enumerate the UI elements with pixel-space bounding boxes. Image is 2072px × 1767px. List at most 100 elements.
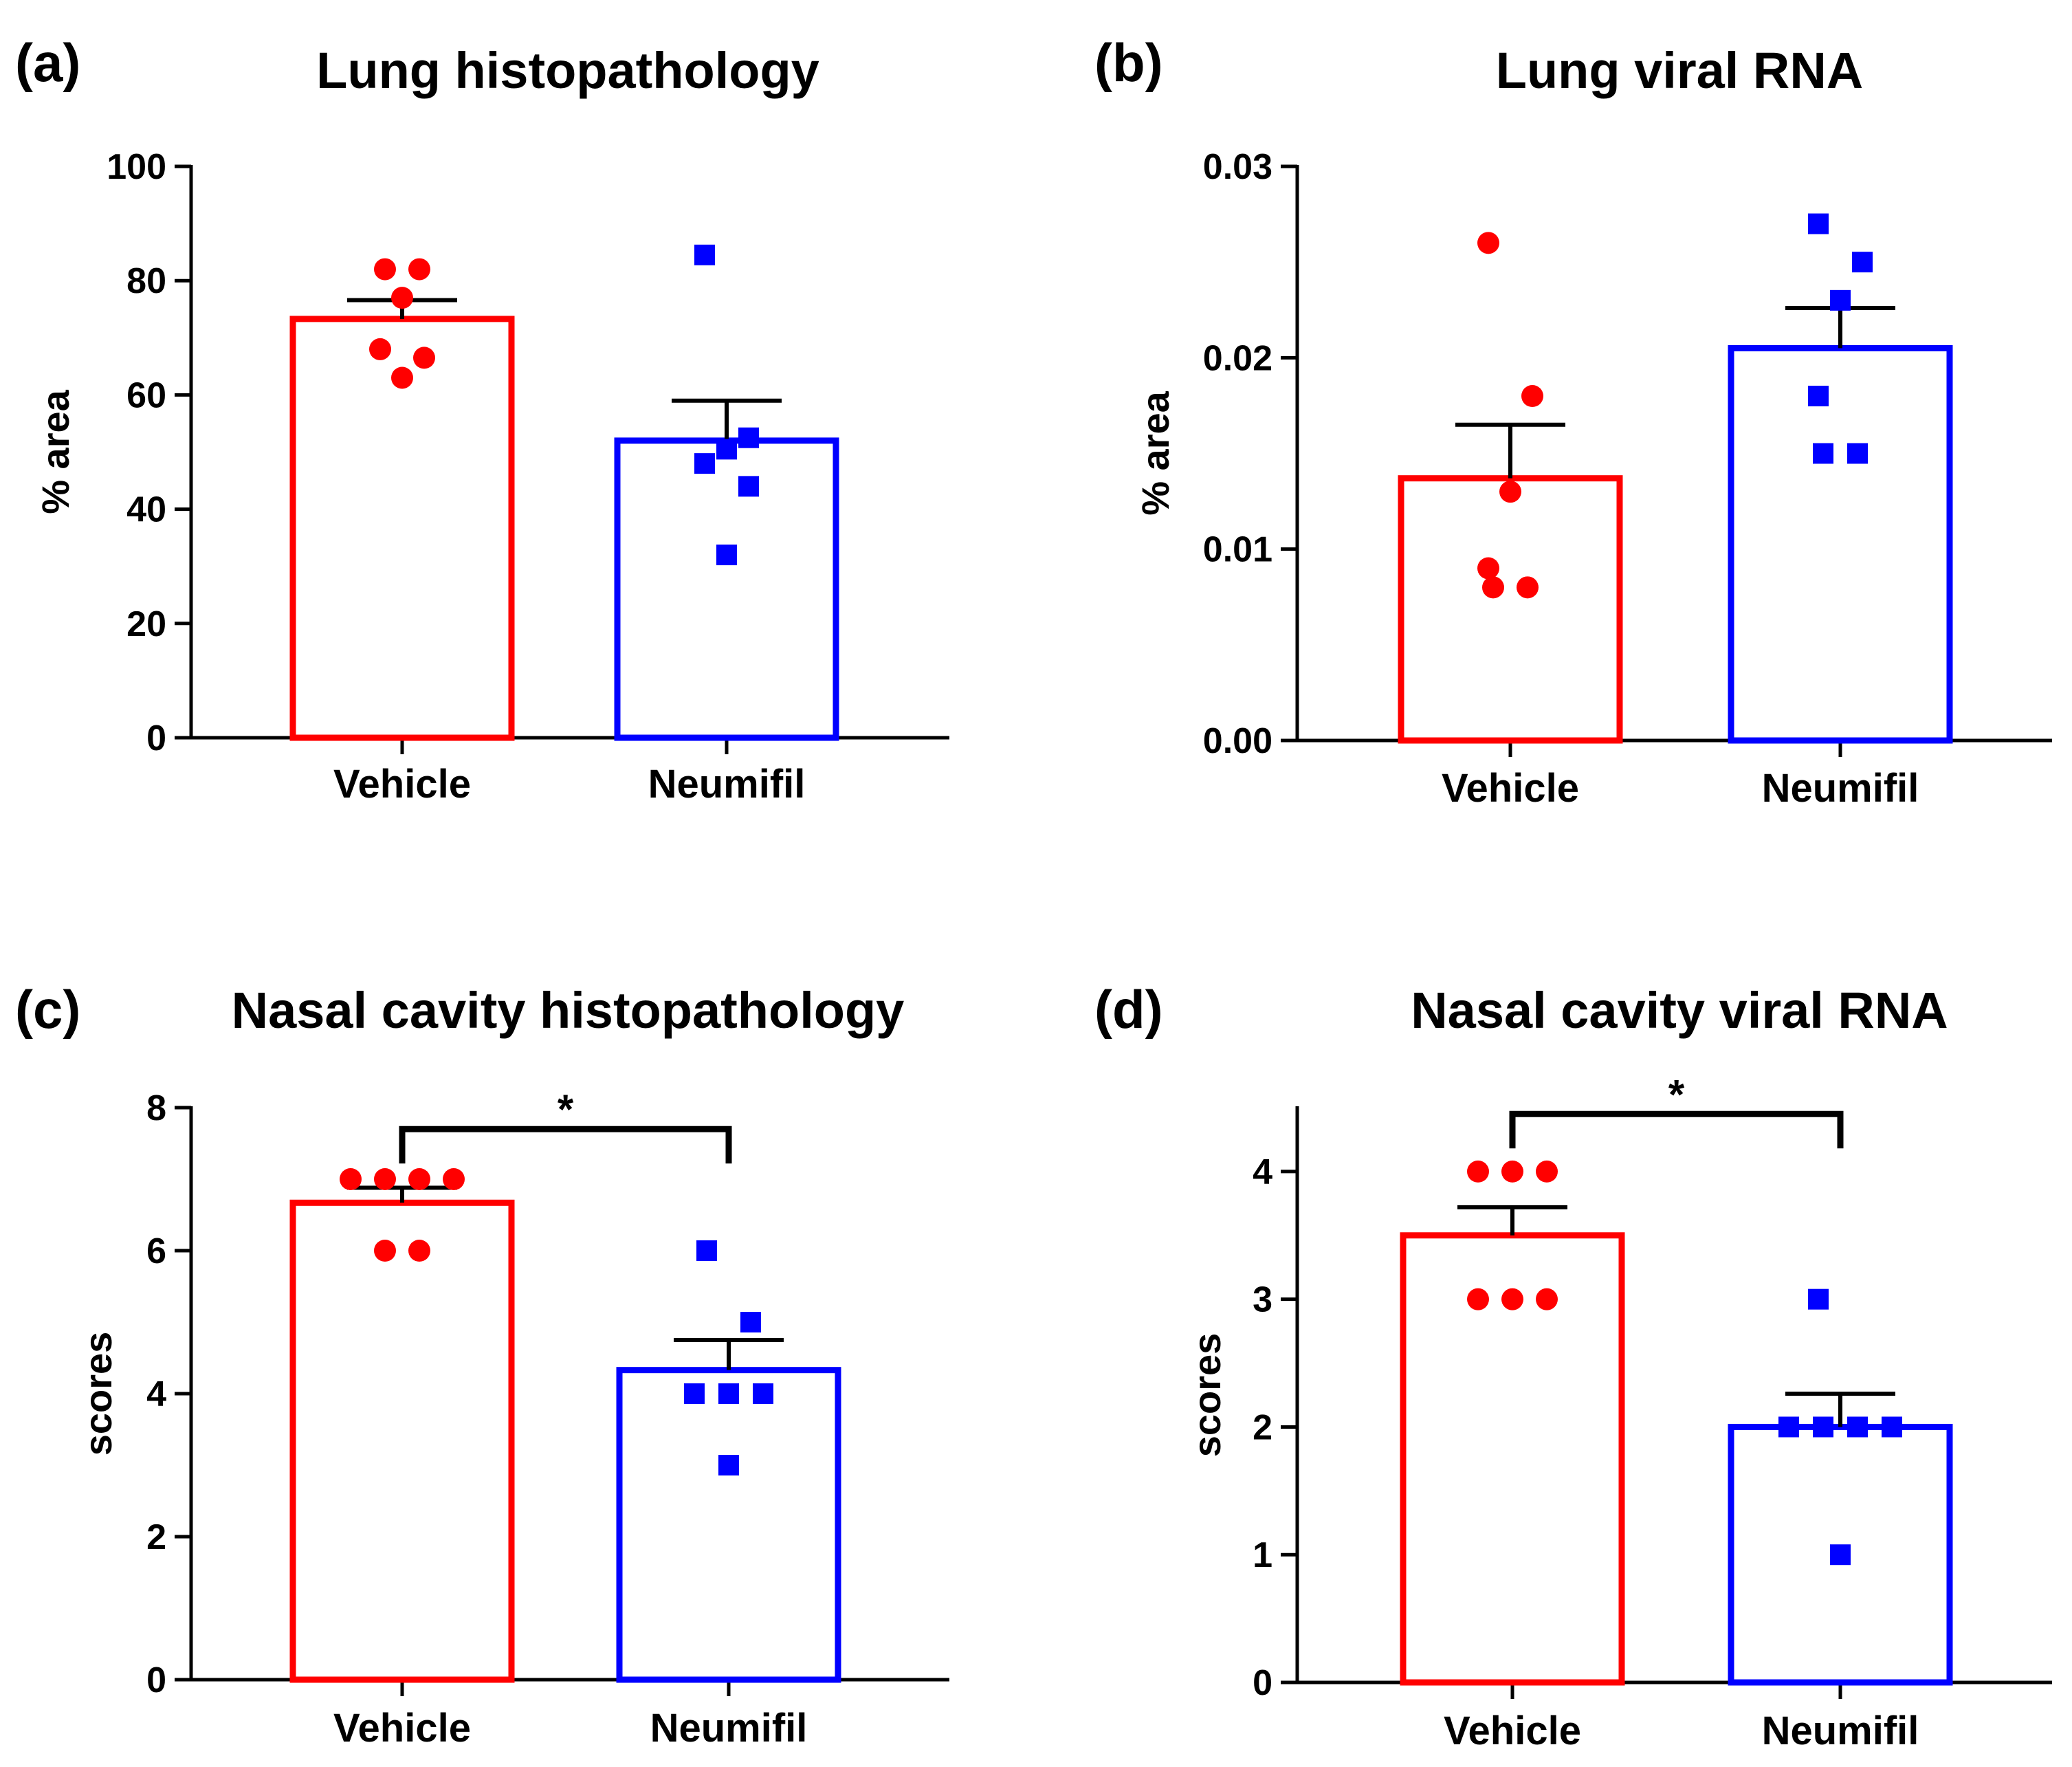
significance-label: *	[1668, 1071, 1685, 1117]
chart-panel-a: (a) Lung histopathology % area 0 20 40 60 80 100…	[15, 32, 949, 806]
data-point-neumifil	[716, 545, 737, 566]
y-tick-label: 0	[1253, 1663, 1272, 1703]
chart-panel-d: (d) Nasal cavity viral RNA scores 0 1 2 3 4 Vehi…	[1094, 979, 2052, 1753]
x-tick-label: Vehicle	[333, 1706, 471, 1750]
data-point-vehicle	[374, 1168, 396, 1190]
y-tick-label: 60	[126, 375, 166, 415]
data-point-neumifil	[1778, 1416, 1799, 1438]
chart-title: Nasal cavity viral RNA	[1411, 982, 1948, 1039]
y-tick-label: 4	[1253, 1152, 1272, 1192]
chart-title: Nasal cavity histopathology	[232, 982, 905, 1039]
significance-bracket	[1509, 1110, 1844, 1149]
y-axis-label: scores	[76, 1332, 120, 1456]
data-point-neumifil	[1847, 1416, 1868, 1438]
y-axis-label: scores	[1185, 1333, 1228, 1458]
data-point-neumifil	[1808, 1288, 1829, 1310]
y-tick-label: 20	[126, 604, 166, 644]
data-point-neumifil	[716, 439, 737, 460]
data-point-vehicle	[369, 338, 391, 360]
data-point-vehicle	[1482, 576, 1504, 599]
bar-neumifil	[1728, 344, 1953, 744]
data-point-vehicle	[1467, 1288, 1489, 1310]
data-point-vehicle	[1536, 1288, 1558, 1310]
y-tick-label: 1	[1253, 1535, 1272, 1575]
y-tick-label: 0	[146, 1660, 166, 1700]
x-tick-label: Neumifil	[650, 1706, 808, 1750]
data-point-neumifil	[1830, 289, 1851, 311]
data-point-neumifil	[1813, 443, 1833, 464]
x-tick-label: Neumifil	[648, 762, 806, 806]
data-point-neumifil	[1813, 1416, 1833, 1438]
data-point-neumifil	[738, 476, 759, 497]
significance-label: *	[558, 1086, 574, 1132]
y-axis-label: % area	[34, 389, 77, 514]
y-tick-label: 40	[126, 490, 166, 530]
data-point-vehicle	[1477, 232, 1499, 254]
data-point-neumifil	[1808, 386, 1829, 406]
y-tick-label: 0.00	[1203, 721, 1272, 761]
y-tick-label: 2	[146, 1517, 166, 1557]
data-point-vehicle	[340, 1168, 362, 1190]
data-point-neumifil	[718, 1455, 739, 1475]
bar-neumifil	[614, 437, 839, 741]
y-tick-label: 3	[1253, 1280, 1272, 1320]
x-tick-label: Vehicle	[1442, 766, 1579, 811]
data-point-neumifil	[694, 244, 715, 265]
data-point-vehicle	[413, 347, 435, 369]
data-point-vehicle	[408, 1168, 430, 1190]
x-tick-label: Vehicle	[333, 762, 471, 806]
data-point-vehicle	[408, 258, 430, 281]
y-axis-label: % area	[1134, 391, 1177, 515]
data-point-vehicle	[408, 1240, 430, 1262]
chart-title: Lung viral RNA	[1496, 42, 1863, 99]
data-point-neumifil	[740, 1312, 761, 1332]
x-tick-label: Vehicle	[1444, 1709, 1581, 1753]
bar-vehicle	[1398, 475, 1623, 744]
data-point-vehicle	[374, 1240, 396, 1262]
y-tick-label: 2	[1253, 1407, 1272, 1447]
data-point-vehicle	[1501, 1160, 1523, 1183]
data-point-neumifil	[718, 1383, 739, 1404]
chart-title: Lung histopathology	[316, 42, 819, 99]
data-point-neumifil	[696, 1240, 717, 1261]
x-tick-label: Neumifil	[1762, 1709, 1919, 1753]
y-tick-label: 0.01	[1203, 530, 1272, 570]
data-point-vehicle	[391, 366, 413, 389]
data-point-neumifil	[684, 1383, 705, 1404]
y-tick-label: 100	[107, 147, 166, 187]
data-point-neumifil	[1808, 213, 1829, 234]
data-point-neumifil	[1882, 1416, 1902, 1438]
y-tick-label: 0.03	[1203, 147, 1272, 187]
y-tick-label: 4	[146, 1374, 166, 1414]
panel-label: (b)	[1094, 32, 1163, 93]
data-point-vehicle	[1521, 385, 1543, 407]
significance-bracket	[399, 1126, 732, 1164]
y-tick-label: 0	[146, 718, 166, 758]
panel-label: (c)	[15, 979, 80, 1040]
x-tick-label: Neumifil	[1762, 766, 1919, 811]
data-point-vehicle	[1467, 1160, 1489, 1183]
data-point-neumifil	[1852, 252, 1873, 273]
data-point-vehicle	[1499, 481, 1521, 503]
data-point-vehicle	[1477, 557, 1499, 580]
data-point-neumifil	[738, 427, 759, 448]
data-point-neumifil	[694, 453, 715, 474]
y-tick-label: 8	[146, 1088, 166, 1128]
chart-panel-b: (b) Lung viral RNA % area 0.00 0.01 0.02 0.03 V…	[1094, 32, 2052, 811]
data-point-vehicle	[1536, 1160, 1558, 1183]
y-tick-label: 80	[126, 261, 166, 301]
y-tick-label: 0.02	[1203, 338, 1272, 378]
data-point-neumifil	[1830, 1544, 1851, 1566]
data-point-vehicle	[1501, 1288, 1523, 1310]
panel-label: (d)	[1094, 979, 1163, 1040]
data-point-neumifil	[1847, 443, 1868, 464]
bar-neumifil	[616, 1367, 841, 1683]
y-tick-label: 6	[146, 1231, 166, 1271]
panel-label: (a)	[15, 32, 80, 93]
bar-vehicle	[289, 1199, 515, 1683]
chart-panel-c: (c) Nasal cavity histopathology scores 0 2 4 6…	[15, 979, 949, 1750]
data-point-vehicle	[374, 258, 396, 281]
data-point-vehicle	[391, 287, 413, 309]
data-point-neumifil	[753, 1383, 773, 1404]
